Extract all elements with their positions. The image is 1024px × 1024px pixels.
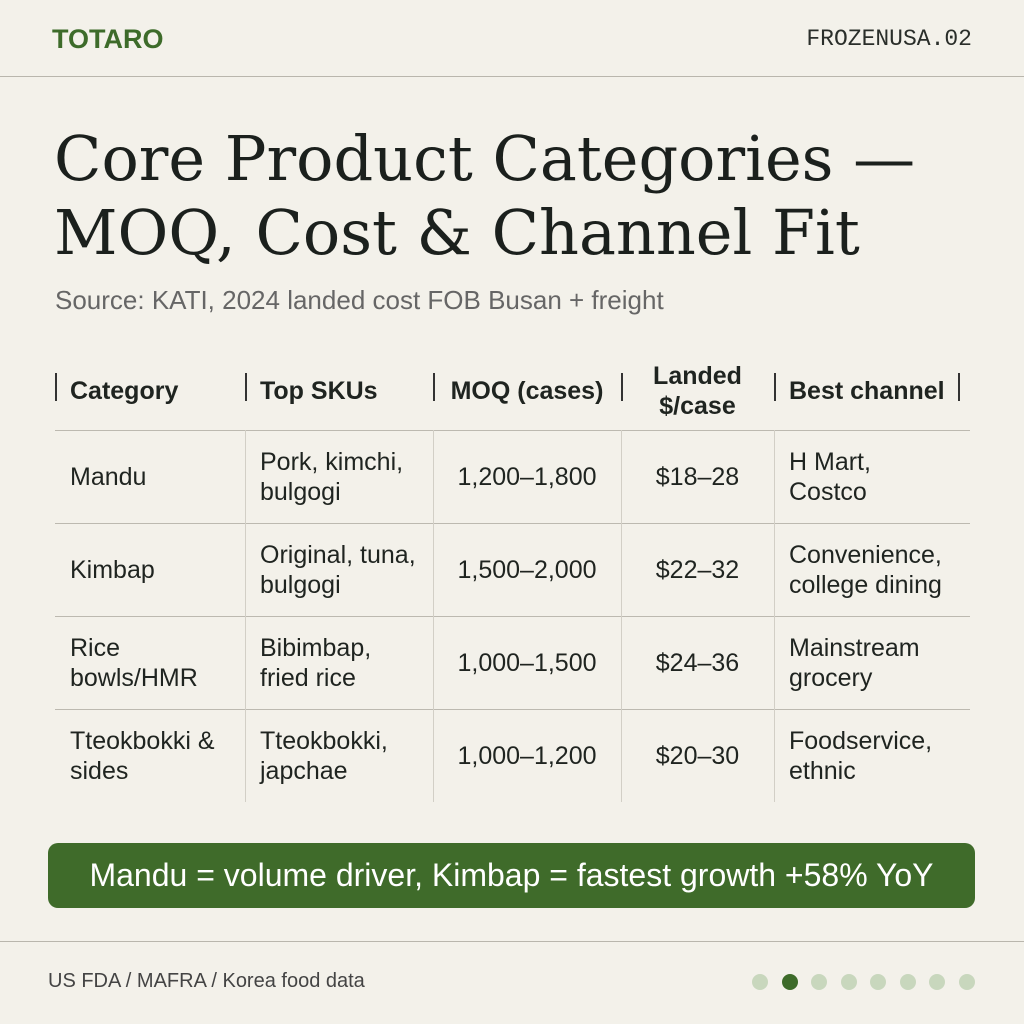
header-separator [245, 373, 247, 401]
callout: Mandu = volume driver, Kimbap = fastest … [48, 843, 975, 908]
page-dot [899, 974, 916, 990]
header-separator [774, 373, 776, 401]
table-cell: $22–32 [655, 555, 740, 584]
table-cell: Original, tuna, bulgogi [260, 540, 416, 599]
title: Core Product Categories — MOQ, Cost & Ch… [54, 122, 916, 269]
column-rule [774, 430, 775, 802]
header-separator [621, 373, 623, 401]
source: Source: KATI, 2024 landed cost FOB Busan… [55, 285, 664, 315]
table: Category Top SKUs MOQ (cases) Landed $/case… [55, 362, 970, 802]
column-header: Top SKUs [260, 377, 378, 405]
table-cell: Rice bowls/HMR [70, 633, 198, 692]
divider [0, 941, 1024, 942]
table-cell: Bibimbap, fried rice [260, 633, 372, 692]
page-dot [840, 974, 857, 990]
column-header: Best channel [789, 377, 945, 405]
page-dot [958, 974, 975, 990]
table-cell: H Mart, Costco [789, 447, 871, 506]
table-cell: 1,000–1,500 [457, 648, 597, 677]
table-cell: $18–28 [655, 462, 740, 491]
row-rule [55, 523, 970, 524]
page-dot [752, 974, 768, 990]
table-cell: Kimbap [70, 555, 155, 584]
row-rule [55, 709, 970, 710]
header-separator [958, 373, 960, 401]
table-cell: Convenience, college dining [789, 540, 942, 599]
table-cell: $24–36 [655, 648, 740, 677]
header-separator [55, 373, 57, 401]
column-header: Category [70, 377, 179, 405]
page-dot [811, 974, 827, 990]
page-dot [929, 974, 945, 990]
table-cell: Mandu [70, 462, 147, 491]
table-cell: Tteokbokki & sides [70, 726, 215, 785]
header-separator [433, 373, 435, 401]
column-rule [433, 430, 434, 802]
table-cell: $20–30 [655, 741, 740, 770]
footer-source: US FDA / MAFRA / Korea food data [48, 970, 365, 992]
slide-code: FROZENUSA.02 [806, 26, 972, 52]
page-dot [781, 974, 798, 990]
table-cell: Foodservice, ethnic [789, 726, 933, 785]
page-dot [870, 974, 886, 990]
brand: TOTARO [52, 24, 164, 54]
column-header: MOQ (cases) [450, 377, 604, 405]
table-cell: Tteokbokki, japchae [260, 726, 388, 785]
table-cell: 1,000–1,200 [457, 741, 597, 770]
table-cell: 1,200–1,800 [457, 462, 597, 491]
column-rule [245, 430, 246, 802]
divider [0, 76, 1024, 77]
row-rule [55, 430, 970, 431]
column-header: Landed $/case [653, 362, 742, 420]
column-rule [621, 430, 622, 802]
row-rule [55, 616, 970, 617]
table-cell: Pork, kimchi, bulgogi [260, 447, 404, 506]
table-cell: 1,500–2,000 [457, 555, 597, 584]
table-cell: Mainstream grocery [789, 633, 920, 692]
